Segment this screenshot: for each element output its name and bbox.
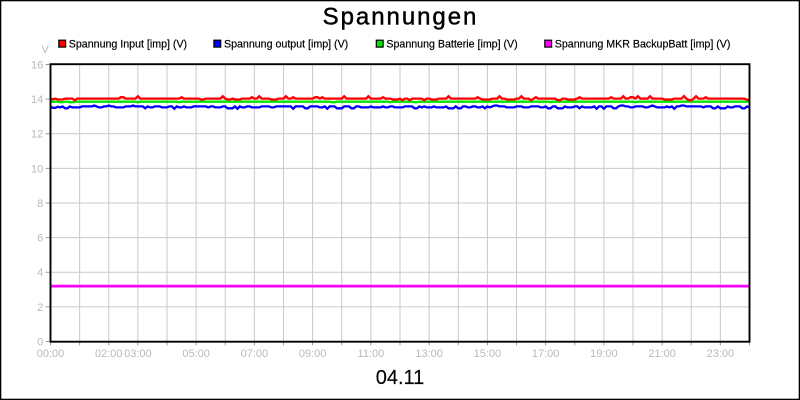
svg-text:03:00: 03:00: [124, 348, 152, 360]
svg-text:8: 8: [37, 198, 43, 210]
svg-text:19:00: 19:00: [590, 348, 618, 360]
svg-text:04.11: 04.11: [376, 367, 425, 389]
svg-text:23:00: 23:00: [707, 348, 735, 360]
svg-text:10: 10: [31, 163, 43, 175]
svg-text:Spannungen: Spannungen: [323, 4, 479, 31]
svg-text:17:00: 17:00: [532, 348, 560, 360]
svg-text:21:00: 21:00: [648, 348, 676, 360]
svg-text:05:00: 05:00: [182, 348, 210, 360]
svg-text:Spannung output [imp] (V): Spannung output [imp] (V): [224, 38, 348, 50]
svg-text:16: 16: [31, 59, 43, 71]
svg-text:00:00: 00:00: [37, 348, 65, 360]
svg-text:2: 2: [37, 302, 43, 314]
svg-text:Spannung MKR BackupBatt [imp]: Spannung MKR BackupBatt [imp] (V): [555, 38, 731, 50]
svg-text:Spannung Input [imp] (V): Spannung Input [imp] (V): [69, 38, 187, 50]
svg-text:02:00: 02:00: [95, 348, 123, 360]
svg-text:09:00: 09:00: [299, 348, 327, 360]
svg-text:14: 14: [31, 94, 43, 106]
svg-text:11:00: 11:00: [358, 348, 385, 360]
svg-text:Spannung Batterie [imp] (V): Spannung Batterie [imp] (V): [386, 38, 517, 50]
svg-text:6: 6: [37, 233, 43, 245]
svg-text:V: V: [41, 44, 49, 56]
svg-text:0: 0: [37, 336, 43, 348]
svg-text:15:00: 15:00: [474, 348, 502, 360]
svg-text:12: 12: [31, 129, 43, 141]
svg-text:13:00: 13:00: [415, 348, 443, 360]
svg-text:07:00: 07:00: [241, 348, 269, 360]
svg-text:4: 4: [37, 267, 43, 279]
